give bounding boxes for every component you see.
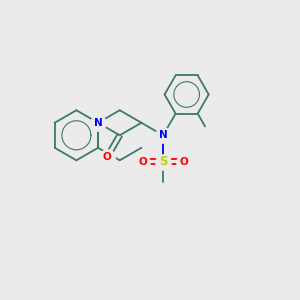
Text: S: S	[159, 155, 167, 168]
Text: O: O	[179, 157, 188, 167]
Text: N: N	[94, 118, 102, 128]
Text: O: O	[138, 157, 147, 167]
Text: O: O	[103, 152, 112, 162]
Text: N: N	[159, 130, 167, 140]
